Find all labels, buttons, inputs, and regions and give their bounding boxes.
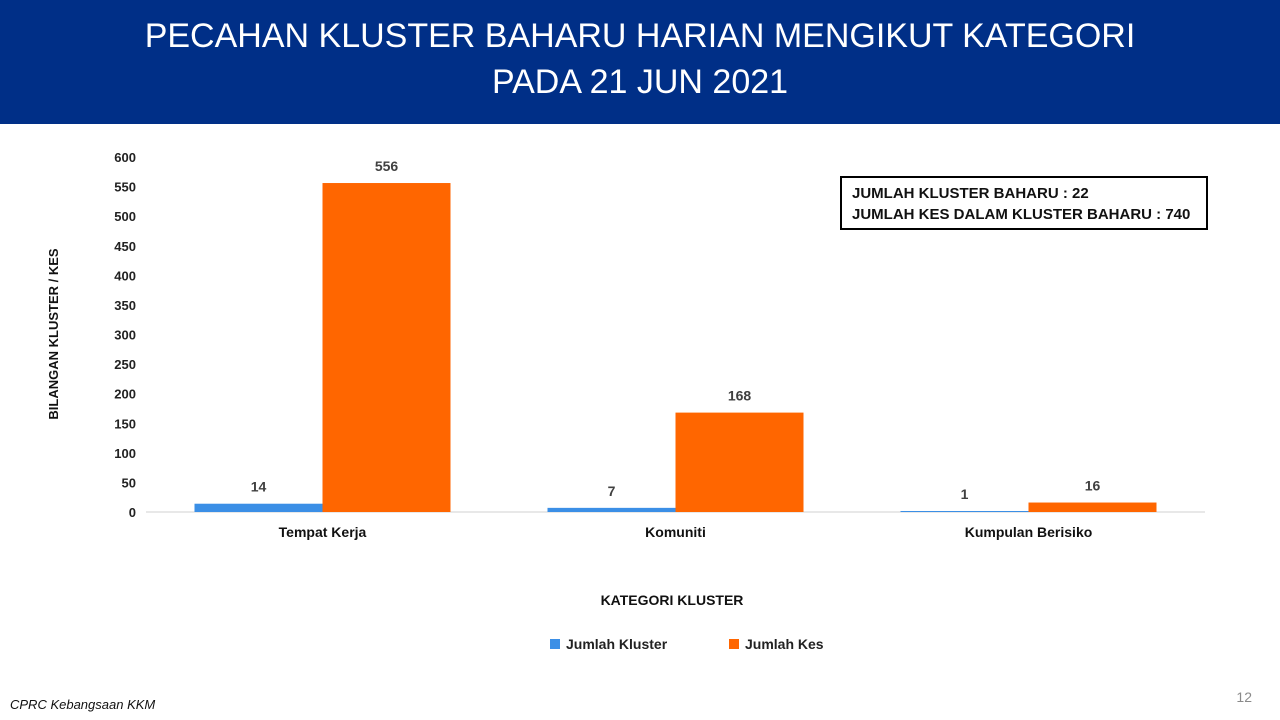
y-tick-label: 250 (114, 357, 136, 372)
summary-total-clusters: JUMLAH KLUSTER BAHARU : 22 (852, 185, 1089, 202)
y-tick-label: 300 (114, 328, 136, 343)
y-tick-label: 400 (114, 268, 136, 283)
page-number: 12 (1236, 689, 1252, 705)
summary-total-cases: JUMLAH KES DALAM KLUSTER BAHARU : 740 (852, 206, 1191, 223)
y-tick-label: 550 (114, 180, 136, 195)
legend-swatch-jumlah-kluster (550, 639, 560, 649)
source-credit: CPRC Kebangsaan KKM (10, 697, 156, 712)
x-axis-title: KATEGORI KLUSTER (601, 592, 744, 608)
legend-item-jumlah-kluster: Jumlah Kluster (550, 636, 667, 652)
x-tick-label: Komuniti (645, 524, 706, 540)
y-tick-label: 0 (129, 505, 136, 520)
page-title-line-2: PADA 21 JUN 2021 (491, 63, 789, 101)
y-tick-label: 500 (114, 209, 136, 224)
bar-jumlah-kes-tempat-kerja (322, 183, 451, 512)
y-tick-label: 600 (114, 150, 136, 165)
y-tick-label: 450 (114, 239, 136, 254)
data-label: 556 (375, 158, 399, 174)
bar-jumlah-kluster-komuniti (547, 507, 676, 512)
page-title-line-1: PECAHAN KLUSTER BAHARU HARIAN MENGIKUT K… (144, 17, 1136, 55)
y-axis-title: BILANGAN KLUSTER / KES (46, 248, 61, 420)
bar-jumlah-kluster-kumpulan-berisiko (900, 511, 1029, 512)
legend-label-jumlah-kes: Jumlah Kes (745, 636, 824, 652)
x-tick-label: Tempat Kerja (279, 524, 367, 540)
y-tick-label: 150 (114, 416, 136, 431)
y-tick-label: 200 (114, 387, 136, 402)
y-tick-label: 50 (122, 475, 136, 490)
chart-legend: Jumlah Kluster Jumlah Kes (0, 636, 1280, 656)
y-tick-label: 100 (114, 446, 136, 461)
x-tick-label: Kumpulan Berisiko (965, 524, 1093, 540)
bar-jumlah-kes-komuniti (675, 412, 804, 512)
data-label: 14 (251, 479, 267, 495)
bar-jumlah-kes-kumpulan-berisiko (1028, 502, 1157, 512)
bar-jumlah-kluster-tempat-kerja (194, 503, 323, 512)
data-label: 168 (728, 388, 752, 404)
y-tick-label: 350 (114, 298, 136, 313)
legend-swatch-jumlah-kes (729, 639, 739, 649)
bar-chart: 0 50 100 150 200 250 300 350 400 450 500 550 600 14 55… (46, 150, 1205, 608)
data-label: 7 (608, 483, 616, 499)
data-label: 16 (1085, 478, 1101, 494)
legend-label-jumlah-kluster: Jumlah Kluster (566, 636, 668, 652)
data-label: 1 (961, 486, 969, 502)
summary-box: JUMLAH KLUSTER BAHARU : 22 JUMLAH KES DA… (840, 176, 1208, 230)
legend-item-jumlah-kes: Jumlah Kes (729, 636, 824, 652)
slide-header: PECAHAN KLUSTER BAHARU HARIAN MENGIKUT K… (0, 0, 1280, 124)
